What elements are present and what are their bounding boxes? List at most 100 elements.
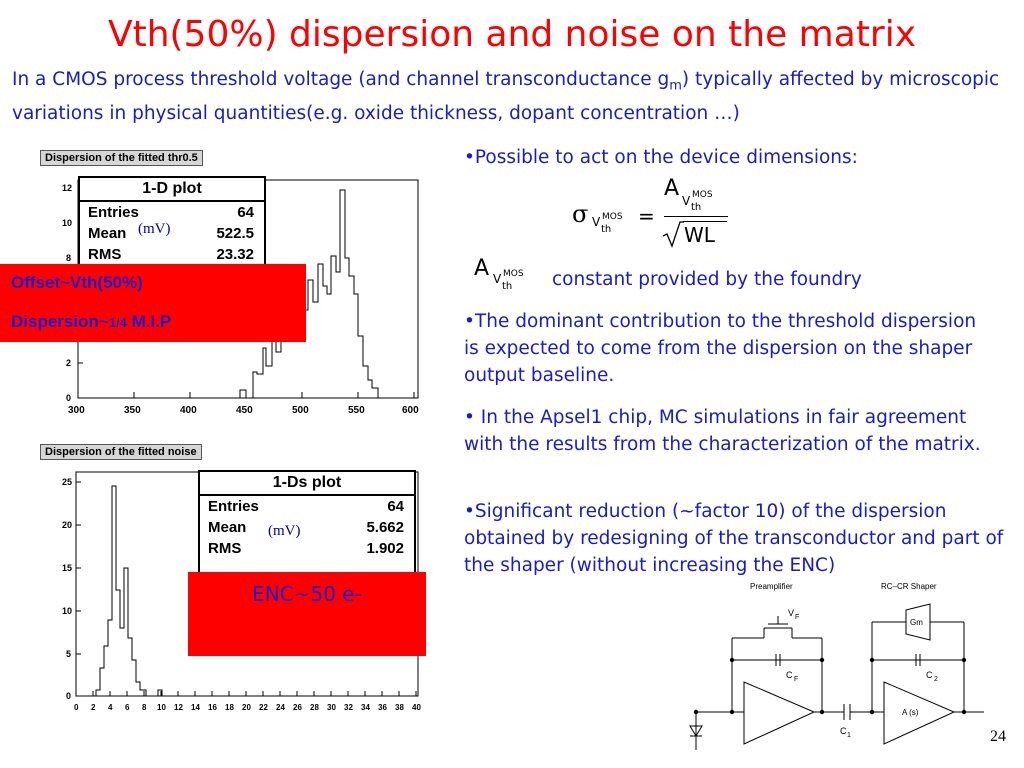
bullet-apsel1: • In the Apsel1 chip, MC simulations in … [464, 407, 981, 455]
plot1-xtick: 350 [124, 405, 141, 416]
const-text: constant provided by the foundry [552, 269, 862, 290]
plot2-ytick: 5 [66, 649, 71, 659]
fraction-bar [664, 216, 728, 217]
plot2-xtick: 30 [327, 703, 336, 712]
plot1-xtick: 500 [292, 405, 309, 416]
stat-label: Mean [208, 519, 247, 536]
plot2-xtick: 12 [174, 703, 183, 712]
plot1-ytick: 8 [66, 253, 71, 263]
stat-value: 64 [237, 204, 254, 221]
const-sub-th: th [502, 281, 513, 292]
plot2-xtick: 0 [74, 703, 79, 712]
plot2-xtick: 18 [225, 703, 234, 712]
stat-value: 5.662 [366, 519, 404, 536]
plot1-title: Dispersion of the fitted thr0.5 [40, 150, 203, 166]
const-a: A [474, 256, 490, 281]
stat-label: RMS [88, 246, 122, 263]
sigma-formula: σ V th MOS = A V th MOS WL [572, 174, 742, 254]
stat-value: 522.5 [216, 225, 254, 242]
plot1-xtick: 400 [180, 405, 197, 416]
stat-label: Mean [88, 225, 127, 242]
plot1-histogram-line [78, 189, 418, 399]
plot2-histogram-line [76, 485, 418, 697]
sigma-sub-v: V [592, 215, 601, 229]
plot1-ytick: 0 [66, 393, 71, 403]
sqrt-overline [683, 221, 727, 222]
plot2-xtick: 36 [378, 703, 387, 712]
preamp-label: Preamplifier [750, 582, 793, 591]
plot2-stat-row: Mean 5.662 [200, 517, 414, 538]
intro-subscript: m [669, 78, 682, 94]
plot1-xtick: 600 [402, 405, 419, 416]
plot2-stats-box: 1-Ds plot Entries 64 Mean 5.662 RMS 1.902 [198, 470, 416, 576]
plot2-box-text: ENC~50 e- [252, 582, 362, 606]
plot2-xtick: 4 [108, 703, 113, 712]
box-text: M.I.P [126, 312, 172, 331]
plot1-xtick: 550 [348, 405, 365, 416]
stat-value: 64 [387, 498, 404, 515]
plot1-ytick: 12 [62, 183, 72, 193]
gm-label: Gm [910, 618, 923, 627]
plot1-red-box: Offset~Vth(50%) Dispersion~1/4 M.I.P [0, 264, 306, 342]
plot2-xtick: 24 [276, 703, 285, 712]
cf-label: C [786, 670, 793, 680]
numerator-sub-th: th [691, 202, 702, 213]
plot1-stat-row: RMS 23.32 [80, 244, 264, 265]
c1-label: C [840, 726, 847, 736]
as-label: A (s) [902, 708, 919, 717]
plot2-xtick: 34 [361, 703, 370, 712]
stat-label: Entries [208, 498, 259, 515]
intro-paragraph: In a CMOS process threshold voltage (and… [12, 66, 1012, 127]
sqrt-symbol [662, 221, 684, 248]
plot2-red-box: ENC~50 e- [188, 572, 426, 656]
intro-text-2: ) typically affected by microscopic vari… [12, 69, 1000, 124]
plot2-xtick: 22 [259, 703, 268, 712]
plot2-ytick: 10 [62, 606, 72, 616]
plot2-stats-header: 1-Ds plot [200, 472, 414, 496]
numerator-sub-v: V [682, 194, 691, 208]
sigma-symbol: σ [572, 200, 589, 228]
plot1-xtick: 300 [68, 405, 85, 416]
numerator-sup-mos: MOS [692, 190, 713, 200]
c1-sub: 1 [847, 732, 851, 739]
plot2-xtick: 14 [191, 703, 200, 712]
plot1-box-line1: Offset~Vth(50%) [11, 273, 143, 292]
plot2-xtick: 2 [91, 703, 96, 712]
vf-sub: F [795, 614, 799, 621]
plot2-stat-row: Entries 64 [200, 496, 414, 517]
stat-label: Entries [88, 204, 139, 221]
plot1-xtick: 450 [236, 405, 253, 416]
plot1-ytick: 2 [66, 358, 71, 368]
vf-label: V [788, 608, 794, 618]
plot2-unit-label: (mV) [268, 523, 301, 539]
plot1-ytick: 10 [62, 218, 72, 228]
plot2-xtick: 10 [157, 703, 166, 712]
c2-label: C [926, 670, 933, 680]
page-number: 24 [990, 728, 1006, 745]
plot1-stat-row: Mean 522.5 [80, 223, 264, 244]
plot1-stats-header: 1-D plot [80, 178, 264, 202]
plot2-xtick: 6 [125, 703, 130, 712]
plot2-ytick: 25 [62, 477, 72, 487]
plot2-stat-row: RMS 1.902 [200, 538, 414, 559]
plot1-stat-row: Entries 64 [80, 202, 264, 223]
plot2-xtick: 38 [395, 703, 404, 712]
plot1-unit-label: (mV) [138, 221, 171, 237]
denominator-wl: WL [684, 223, 715, 247]
plot2-xtick: 26 [293, 703, 302, 712]
const-sub-v: V [493, 272, 502, 286]
plot2-xtick: 40 [412, 703, 421, 712]
box-fraction: 1/4 [108, 315, 127, 330]
plot2-xtick: 8 [142, 703, 147, 712]
c2-sub: 2 [934, 676, 938, 683]
plot1-stats-box: 1-D plot Entries 64 Mean 522.5 RMS 23.32 [78, 176, 266, 276]
a-vth-symbol: A V th MOS [474, 256, 554, 296]
intro-text-1: In a CMOS process threshold voltage (and… [12, 69, 670, 90]
plot2-xtick: 28 [310, 703, 319, 712]
bullet-significant-reduction: •Significant reduction (~factor 10) of t… [464, 501, 1004, 576]
shaper-label: RC–CR Shaper [881, 582, 937, 591]
circuit-schematic: Preamplifier RC–CR Shaper [689, 582, 984, 750]
box-text: Dispersion~ [11, 312, 109, 331]
plot1-x-axis: 300 350 400 450 500 550 600 [68, 392, 419, 416]
plot1-box-line2: Dispersion~1/4 M.I.P [11, 312, 171, 332]
